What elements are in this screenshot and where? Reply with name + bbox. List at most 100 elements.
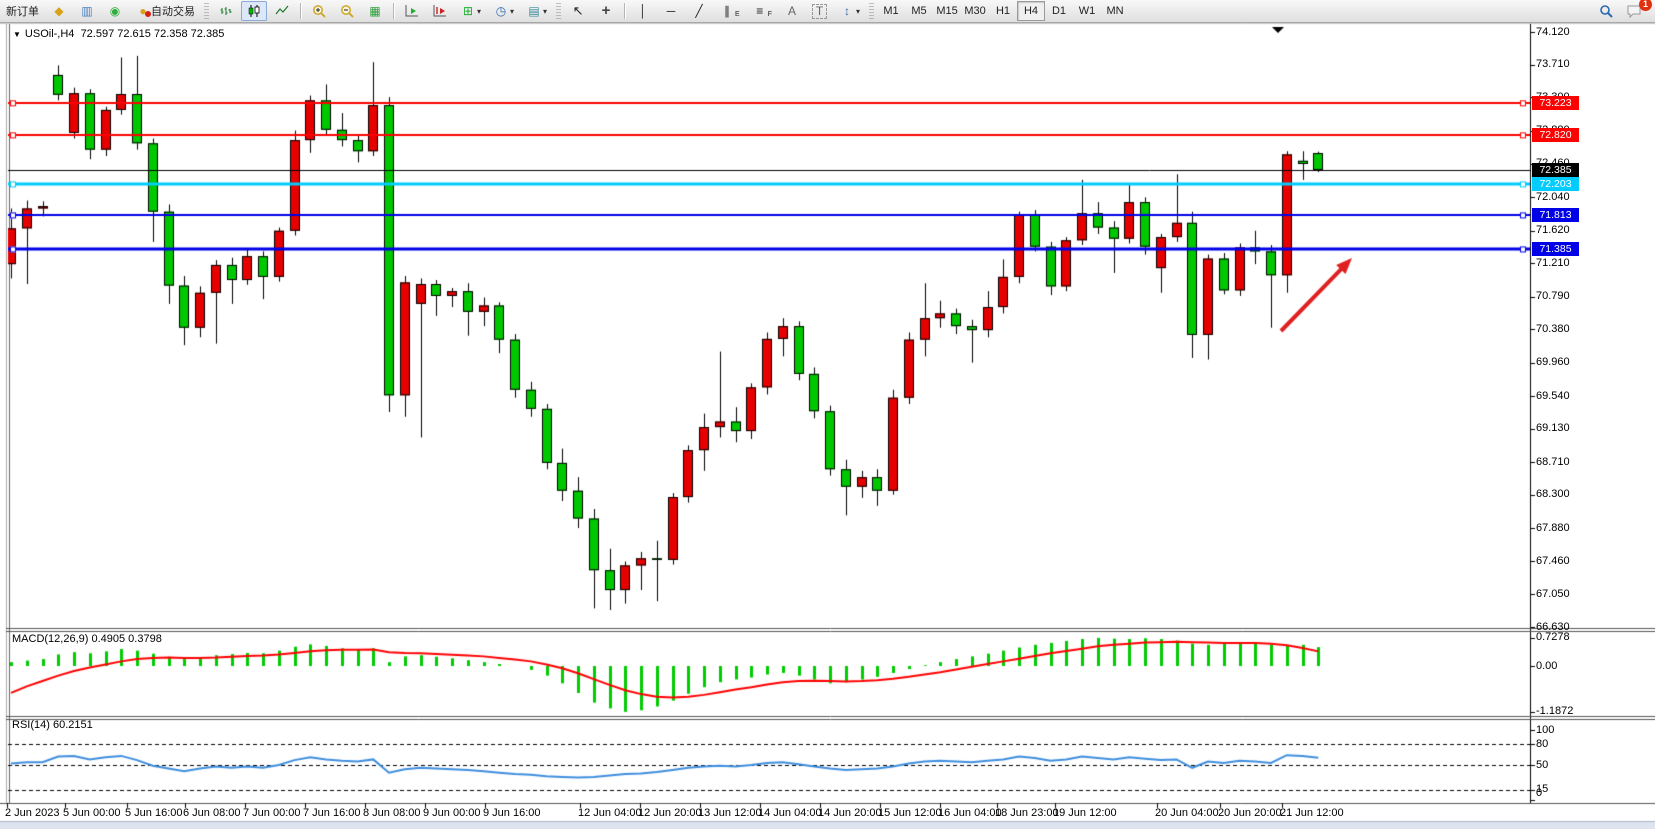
time-axis-label: 18 Jun 23:00 xyxy=(995,807,1059,819)
separator xyxy=(393,3,394,19)
symbol-dropdown-icon[interactable]: ▼ xyxy=(13,30,21,39)
time-axis-label: 12 Jun 20:00 xyxy=(638,807,702,819)
time-axis-label: 19 Jun 12:00 xyxy=(1053,807,1117,819)
periods-button[interactable]: ◷ ▾ xyxy=(495,4,515,18)
new-order-button[interactable]: 新订单 xyxy=(6,6,39,18)
time-axis-label: 14 Jun 04:00 xyxy=(758,807,822,819)
time-axis-label: 16 Jun 04:00 xyxy=(938,807,1002,819)
price-tick-label: 66.630 xyxy=(1536,620,1570,633)
price-line-tag[interactable]: 72.820 xyxy=(1532,128,1579,143)
search-icon[interactable] xyxy=(1593,1,1619,21)
price-tick-label: 72.040 xyxy=(1536,190,1570,203)
rsi-axis-label: 0 xyxy=(1536,786,1543,799)
time-axis-label: 15 Jun 12:00 xyxy=(878,807,942,819)
label-icon[interactable]: T xyxy=(807,1,832,21)
price-line-tag[interactable]: 71.813 xyxy=(1532,208,1579,223)
rsi-axis-label: 15 xyxy=(1536,783,1549,795)
channel-icon[interactable]: ∥ E xyxy=(724,4,740,18)
price-tick-label: 67.050 xyxy=(1536,587,1570,600)
time-axis-label: 14 Jun 20:00 xyxy=(818,807,882,819)
tf-m5[interactable]: M5 xyxy=(911,5,927,17)
chat-button[interactable]: 1 xyxy=(1621,0,1652,21)
trendline-icon[interactable]: ╱ xyxy=(695,4,703,18)
price-tick-label: 70.380 xyxy=(1536,322,1570,335)
price-line-tag[interactable]: 72.385 xyxy=(1532,162,1579,177)
price-tick-label: 67.880 xyxy=(1536,521,1570,534)
price-tick-label: 67.460 xyxy=(1536,554,1570,567)
time-axis-label: 5 Jun 00:00 xyxy=(63,807,121,819)
macd-title: MACD(12,26,9) 0.4905 0.3798 xyxy=(12,633,162,645)
time-axis-label: 20 Jun 04:00 xyxy=(1155,807,1219,819)
time-axis-label: 6 Jun 08:00 xyxy=(183,807,241,819)
tf-w1[interactable]: W1 xyxy=(1078,5,1096,17)
price-tick-label: 69.540 xyxy=(1536,389,1570,402)
vertical-line-icon[interactable]: │ xyxy=(639,4,647,18)
price-line-tag[interactable]: 72.203 xyxy=(1532,177,1579,192)
cursor-icon[interactable]: ↖ xyxy=(572,3,584,18)
chevron-down-icon: ▾ xyxy=(477,6,482,16)
chart-shift-icon[interactable] xyxy=(427,1,453,21)
crosshair-icon[interactable]: + xyxy=(601,2,611,19)
separator xyxy=(624,3,626,19)
price-tick-label: 69.130 xyxy=(1536,422,1570,435)
chevron-down-icon: ▾ xyxy=(856,6,861,16)
time-axis-label: 21 Jun 12:00 xyxy=(1280,807,1344,819)
tf-h1[interactable]: H1 xyxy=(995,5,1011,17)
chart-line-icon[interactable] xyxy=(269,1,295,21)
separator xyxy=(300,3,301,19)
price-tick-label: 68.710 xyxy=(1536,455,1570,468)
macd-axis-label: 0.7278 xyxy=(1536,631,1570,644)
tf-h4[interactable]: H4 xyxy=(1017,1,1046,21)
new-chart-button[interactable]: ⊞ ▾ xyxy=(462,4,482,18)
toolbar-handle xyxy=(556,3,562,19)
tile-windows-icon[interactable]: ▦ xyxy=(369,4,381,18)
horizontal-line-icon[interactable]: ─ xyxy=(666,4,676,18)
chevron-down-icon: ▾ xyxy=(510,6,515,16)
tf-m15[interactable]: M15 xyxy=(936,5,958,17)
price-line-tag[interactable]: 71.385 xyxy=(1532,242,1579,257)
autoscroll-icon[interactable] xyxy=(399,1,425,21)
tf-mn[interactable]: MN xyxy=(1106,5,1124,17)
tf-m30[interactable]: M30 xyxy=(964,5,986,17)
rsi-axis-label: 80 xyxy=(1536,737,1549,750)
chart-bars-icon[interactable] xyxy=(213,1,239,21)
gold-bars-icon[interactable]: ◆ xyxy=(54,4,64,18)
macd-axis-label: -1.1872 xyxy=(1536,705,1574,718)
time-axis-label: 20 Jun 20:00 xyxy=(1218,807,1282,819)
price-tick-label: 68.300 xyxy=(1536,488,1570,501)
chevron-down-icon: ▾ xyxy=(543,6,548,16)
price-tick-label: 71.620 xyxy=(1536,224,1570,237)
rsi-axis-label: 50 xyxy=(1536,758,1549,771)
tf-d1[interactable]: D1 xyxy=(1051,5,1067,17)
market-watch-icon[interactable]: ▥ xyxy=(81,4,93,18)
time-axis-label: 8 Jun 08:00 xyxy=(363,807,421,819)
rsi-axis-label: 100 xyxy=(1536,723,1555,736)
zoom-in-icon[interactable] xyxy=(306,1,332,21)
chart-title: ▼ USOil-,H4 72.597 72.615 72.358 72.385 xyxy=(13,28,224,40)
arrows-button[interactable]: ↕ ▾ xyxy=(844,4,861,18)
price-tick-label: 70.790 xyxy=(1536,290,1570,303)
auto-trading-button[interactable]: ● 自动交易 xyxy=(130,1,200,21)
macd-axis-label: 0.00 xyxy=(1536,659,1558,672)
chat-badge: 1 xyxy=(1639,0,1652,11)
text-icon[interactable]: A xyxy=(787,4,796,18)
chart-candles-icon[interactable] xyxy=(241,1,267,21)
time-axis-label: 5 Jun 16:00 xyxy=(125,807,183,819)
price-line-tag[interactable]: 73.223 xyxy=(1532,96,1579,111)
time-axis-label: 9 Jun 16:00 xyxy=(483,807,541,819)
zoom-out-icon[interactable] xyxy=(334,1,360,21)
time-axis-label: 13 Jun 12:00 xyxy=(698,807,762,819)
time-axis-label: 9 Jun 00:00 xyxy=(423,807,481,819)
time-axis-label: 12 Jun 04:00 xyxy=(578,807,642,819)
toolbar: 新订单 ◆ ▥ ◉ ● 自动交易 ▦ ⊞ ▾ ◷ ▾ ▤ ▾ ↖ + │ ─ ╱ ∥ E… xyxy=(0,0,1655,23)
fibonacci-icon[interactable]: ≡ F xyxy=(756,4,772,18)
time-axis-label: 7 Jun 16:00 xyxy=(303,807,361,819)
signal-icon[interactable]: ◉ xyxy=(109,4,121,18)
time-axis-label: 7 Jun 00:00 xyxy=(243,807,301,819)
templates-button[interactable]: ▤ ▾ xyxy=(528,4,548,18)
price-tick-label: 69.960 xyxy=(1536,356,1570,369)
autotrade-icon: ● xyxy=(135,3,151,19)
tf-m1[interactable]: M1 xyxy=(883,5,899,17)
